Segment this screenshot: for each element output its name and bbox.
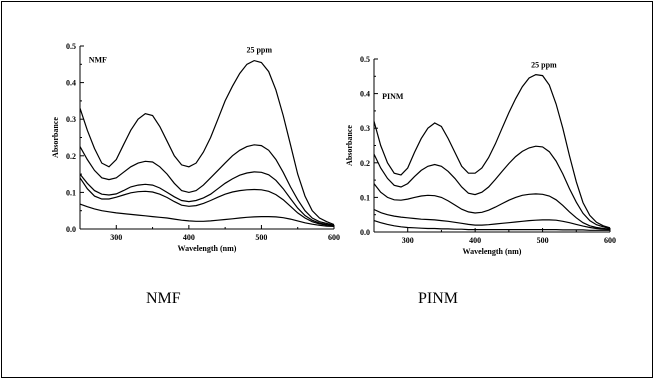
chart-1-x-axis-label: Wavelength (nm) — [463, 247, 522, 256]
chart-1-y-tick-label: 0.3 — [360, 124, 370, 133]
chart-0-x-tick-label: 300 — [110, 233, 122, 242]
chart-1-y-tick-label: 0.1 — [360, 193, 370, 202]
chart-0-y-tick-label: 0.4 — [66, 79, 76, 88]
chart-1-annotation: PINM — [382, 92, 404, 101]
chart-0-series-line — [79, 177, 335, 227]
chart-0-x-axis-label: Wavelength (nm) — [178, 244, 237, 253]
chart-0-y-tick-label: 0.3 — [66, 115, 76, 124]
chart-0-annotation: 25 ppm — [246, 46, 272, 55]
chart-0-series-line — [79, 171, 335, 227]
chart-1-x-tick-label: 500 — [537, 236, 549, 245]
caption-pinm: PINM — [418, 290, 459, 307]
chart-0-x-tick-label: 600 — [328, 233, 340, 242]
chart-1-x-tick-label: 400 — [469, 236, 481, 245]
chart-0-y-tick-label: 0.2 — [66, 152, 76, 161]
chart-nmf: 0.0 0.1 0.2 0.3 0.4 0.5 300 400 500 600 Wavelength… — [51, 42, 340, 253]
chart-1-y-tick-label: 0.4 — [360, 90, 370, 99]
chart-0-x-tick-label: 400 — [183, 233, 195, 242]
chart-1-x-tick-label: 300 — [402, 236, 414, 245]
chart-0-series-line — [79, 144, 335, 226]
caption-nmf: NMF — [146, 290, 181, 307]
chart-1-series-line — [373, 73, 611, 229]
chart-1-x-tick-label: 600 — [604, 236, 616, 245]
chart-1-series-line — [373, 145, 611, 230]
chart-1-y-axis-label: Absorbance — [345, 125, 354, 166]
chart-0-series-line — [79, 59, 335, 226]
chart-1-series-line — [373, 183, 611, 230]
chart-1-y-tick-label: 0.0 — [360, 228, 370, 237]
chart-1-annotation: 25 ppm — [531, 61, 557, 70]
chart-1-series-line — [373, 208, 611, 231]
chart-0-y-tick-label: 0.0 — [66, 225, 76, 234]
chart-1-y-tick-label: 0.2 — [360, 159, 370, 168]
chart-1-y-tick-label: 0.5 — [360, 55, 370, 64]
chart-0-x-tick-label: 500 — [255, 233, 267, 242]
chart-0-y-axis-label: Absorbance — [51, 117, 60, 158]
chart-pinm: 0.0 0.1 0.2 0.3 0.4 0.5 300 400 500 600 Wavelength… — [345, 55, 616, 256]
chart-0-y-tick-label: 0.5 — [66, 42, 76, 51]
chart-0-y-tick-label: 0.1 — [66, 188, 76, 197]
chart-0-annotation: NMF — [89, 55, 107, 64]
chart-0-series-line — [79, 203, 335, 227]
chart-1-series-line — [373, 220, 610, 231]
